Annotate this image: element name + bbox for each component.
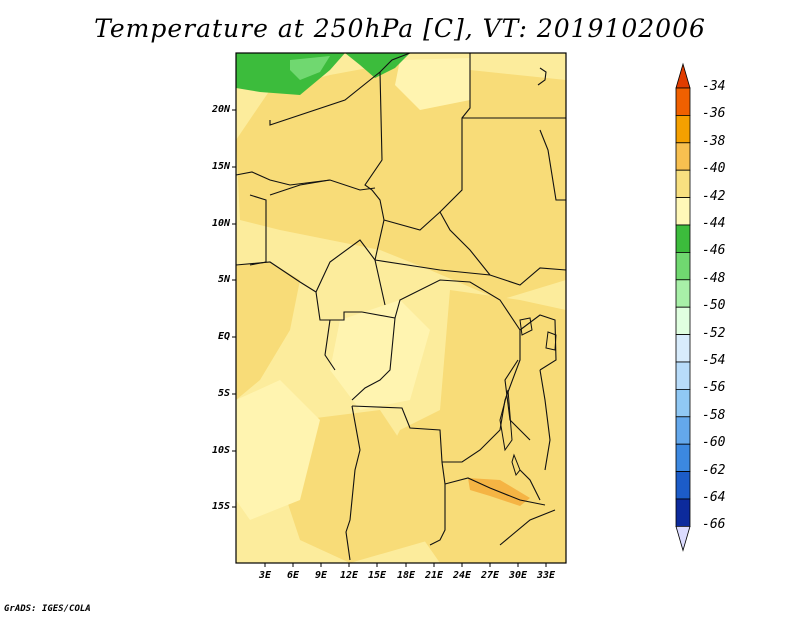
colorbar-label: -46 (702, 243, 726, 259)
colorbar-swatch (675, 251, 691, 281)
lon-label-24e: 24E (452, 570, 472, 581)
temperature-field (236, 53, 566, 563)
colorbar-label: -60 (702, 435, 726, 451)
colorbar-swatch (675, 169, 691, 198)
colorbar-label: -44 (702, 216, 726, 231)
colorbar-label: -42 (702, 188, 726, 204)
map-frame (235, 52, 567, 564)
colorbar-swatch (675, 115, 691, 144)
lakes (499, 317, 557, 477)
colorbar-swatch (675, 224, 691, 253)
country-borders (235, 52, 567, 561)
colorbar-label: -56 (702, 380, 726, 396)
colorbar-swatch (675, 361, 691, 390)
lon-label-6e: 6E (286, 570, 300, 581)
colorbar-label: -38 (702, 133, 726, 149)
lon-label-18e: 18E (396, 570, 416, 581)
colorbar-swatch (675, 142, 691, 171)
lon-label-15e: 15E (367, 570, 387, 581)
field-region-north (236, 62, 566, 300)
colorbar-swatch (675, 471, 691, 500)
axis-ticks (232, 109, 547, 567)
colorbar-swatch (675, 334, 691, 363)
lon-label-12e: 12E (339, 570, 359, 581)
colorbar-label: -52 (702, 325, 726, 341)
colorbar-label: -36 (702, 106, 726, 122)
lon-label-3e: 3E (258, 570, 272, 581)
colorbar-label: -64 (702, 490, 726, 505)
lat-label-10n: 10N (211, 218, 230, 229)
lat-label-eq: EQ (217, 331, 230, 342)
colorbar-label: -40 (702, 161, 726, 177)
colorbar-label: -34 (702, 79, 726, 94)
lon-label-21e: 21E (424, 570, 444, 581)
lat-label-15n: 15N (211, 161, 230, 172)
field-patch-cool-2 (330, 300, 430, 410)
colorbar-arrow-bottom (675, 526, 691, 552)
lon-label-27e: 27E (480, 570, 500, 581)
colorbar-swatch (675, 306, 691, 336)
colorbar-label: -58 (702, 407, 726, 423)
colorbar-swatch (675, 498, 691, 527)
colorbar-swatch (675, 279, 691, 308)
lon-label-9e: 9E (314, 570, 328, 581)
field-patch-cold-46 (290, 56, 330, 80)
colorbar-label: -50 (702, 298, 726, 314)
colorbar-label: -66 (702, 517, 726, 533)
field-patch-cool-1 (236, 380, 320, 520)
colorbar-swatch (675, 87, 691, 116)
colorbar-label: -62 (702, 462, 726, 478)
map-title: Temperature at 250hPa [C], VT: 201910200… (94, 14, 706, 43)
field-region-west (236, 262, 300, 400)
field-patch-cool-3 (395, 58, 470, 110)
colorbar (675, 62, 691, 552)
colorbar-swatch (675, 443, 691, 473)
lat-label-15s: 15S (211, 501, 230, 512)
colorbar-label: -48 (702, 270, 726, 286)
colorbar-arrow-top (675, 62, 691, 89)
footer-credit: GrADS: IGES/COLA (4, 604, 91, 614)
colorbar-swatch (675, 416, 691, 445)
lat-label-5s: 5S (217, 388, 230, 399)
lat-label-5n: 5N (217, 274, 230, 285)
colorbar-swatch (675, 388, 691, 418)
lat-label-20n: 20N (211, 104, 230, 115)
lat-label-10s: 10S (211, 445, 230, 456)
field-region-south (280, 410, 430, 563)
lon-label-30e: 30E (508, 570, 528, 581)
colorbar-label: -54 (702, 353, 726, 368)
lon-label-33e: 33E (536, 570, 556, 581)
colorbar-swatch (675, 197, 691, 226)
